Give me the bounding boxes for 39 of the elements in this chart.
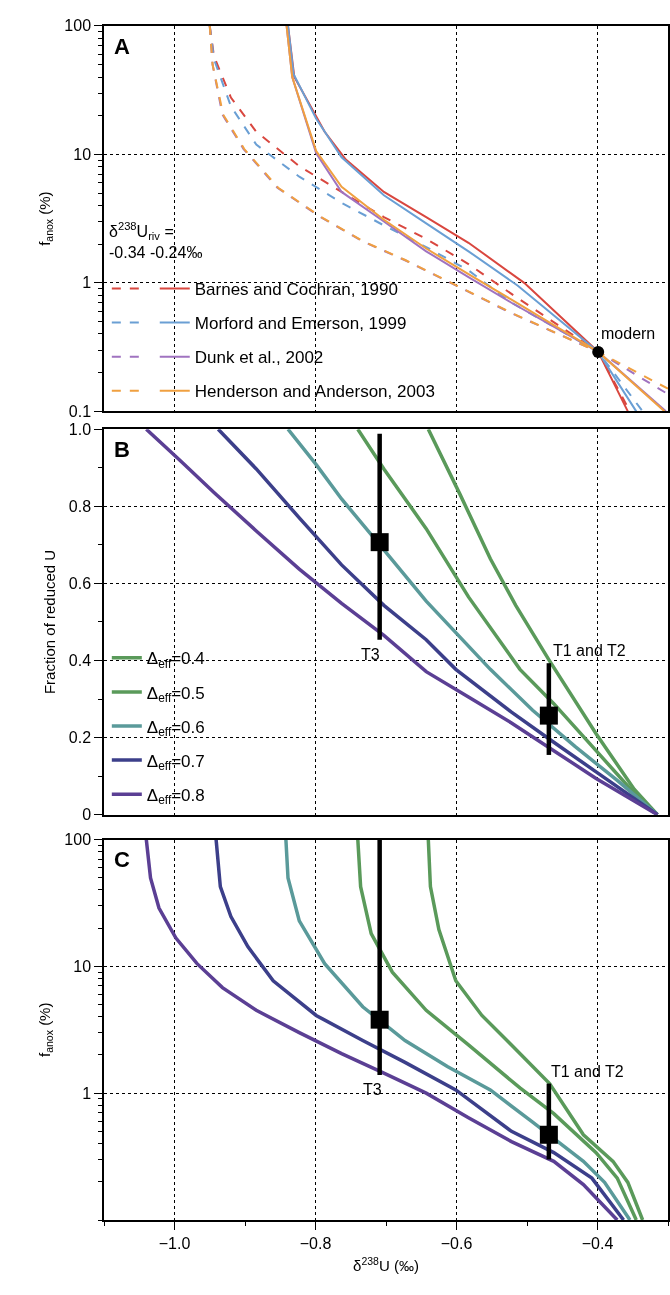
- y-tick-label: 0: [82, 806, 92, 824]
- y-tick-label: 0.6: [68, 575, 92, 592]
- x-tick-label: −0.6: [440, 1234, 473, 1252]
- legend-label: Δ$_{eff}$=0.8: [146, 785, 205, 808]
- line-series: [214, 839, 626, 1220]
- annotation: modern: [601, 325, 656, 342]
- annotation: T1 and T2: [553, 642, 626, 659]
- legend-label: Henderson and Anderson, 2003: [194, 382, 435, 402]
- y-tick-label: 1: [82, 1084, 92, 1102]
- y-tick-label: 10: [73, 957, 92, 975]
- y-tick-label: 1.0: [68, 420, 92, 438]
- legend-label: Barnes and Cochran, 1990: [194, 280, 398, 300]
- x-tick-label: −0.8: [299, 1234, 332, 1252]
- y-axis-title: Fraction of reduced U: [40, 549, 58, 695]
- legend-label: Δ$_{eff}$=0.5: [146, 683, 205, 706]
- chart-title: B: [114, 437, 130, 462]
- line-series: [286, 429, 660, 815]
- y-tick-label: 100: [64, 17, 92, 35]
- x-axis-title: δ$^{238}$U (‰): [353, 1255, 419, 1275]
- legend-label: Δ$_{eff}$=0.7: [146, 751, 205, 774]
- y-tick-label: 100: [64, 831, 92, 849]
- legend-label: Δ$_{eff}$=0.6: [146, 717, 205, 740]
- y-tick-label: 0.1: [68, 402, 92, 420]
- y-tick-label: 1: [82, 274, 92, 292]
- x-tick-label: −1.0: [158, 1234, 191, 1252]
- y-tick-label: 0.4: [68, 652, 92, 670]
- annotation: T3: [361, 646, 380, 663]
- annotation: T1 and T2: [551, 1063, 624, 1080]
- legend-label: Morford and Emerson, 1999: [194, 314, 407, 334]
- y-tick-label: 10: [73, 145, 92, 163]
- line-series: [284, 839, 632, 1220]
- y-tick-label: 0.8: [68, 497, 92, 515]
- chart-title: A: [114, 34, 130, 59]
- chart-title: C: [114, 847, 130, 872]
- x-tick-label: −0.4: [581, 1234, 614, 1252]
- legend-label: Dunk et al., 2002: [194, 348, 324, 368]
- annotation: T3: [363, 1081, 382, 1098]
- legend-title: δ$^{238}$U$_{riv}$ = -0.34 -0.24‰: [109, 220, 203, 261]
- y-tick-label: 0.2: [68, 729, 92, 747]
